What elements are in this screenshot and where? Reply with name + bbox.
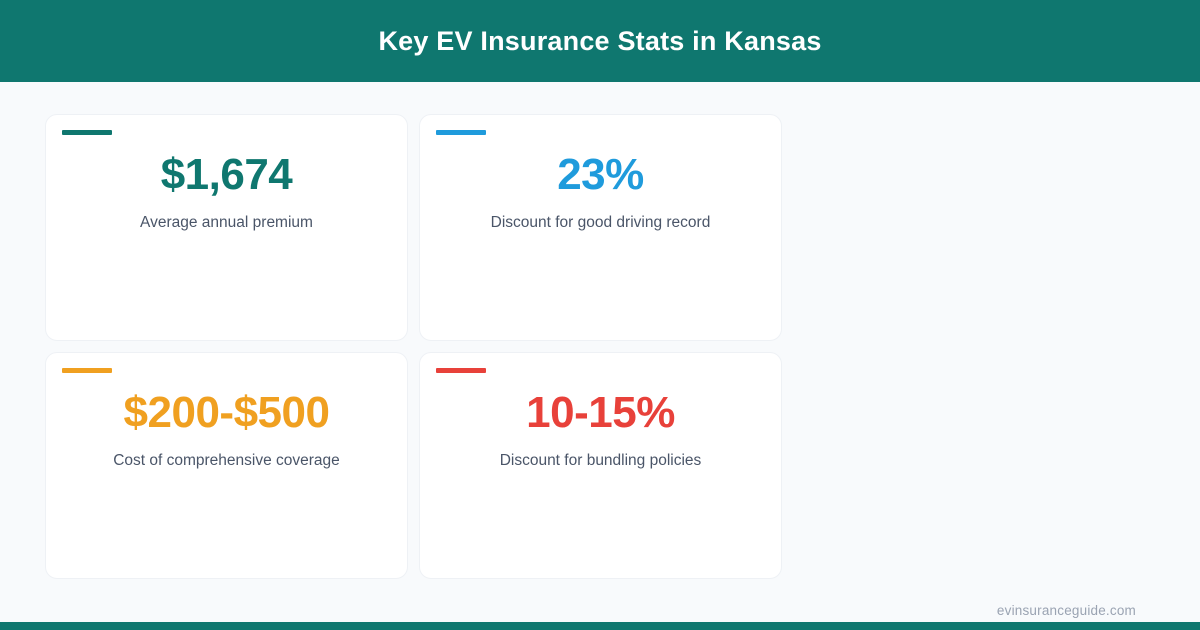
page-header: Key EV Insurance Stats in Kansas [0, 0, 1200, 82]
stat-card: 10-15% Discount for bundling policies [419, 352, 782, 579]
stat-card: $200-$500 Cost of comprehensive coverage [45, 352, 408, 579]
stat-value: 23% [557, 150, 644, 199]
footer-accent-bar [0, 622, 1200, 630]
stat-value: $1,674 [160, 150, 293, 199]
stat-card: 23% Discount for good driving record [419, 114, 782, 341]
accent-bar [62, 130, 112, 135]
stat-card-grid: $1,674 Average annual premium 23% Discou… [0, 82, 1200, 579]
source-attribution: evinsuranceguide.com [996, 603, 1136, 618]
stat-value: 10-15% [526, 388, 675, 437]
stat-value: $200-$500 [123, 388, 330, 437]
accent-bar [62, 368, 112, 373]
stat-label: Cost of comprehensive coverage [113, 452, 340, 470]
stat-label: Average annual premium [140, 214, 313, 232]
page-title: Key EV Insurance Stats in Kansas [378, 25, 822, 56]
stat-label: Discount for good driving record [490, 214, 711, 232]
stat-label: Discount for bundling policies [499, 452, 702, 470]
stat-card: $1,674 Average annual premium [45, 114, 408, 341]
accent-bar [436, 368, 486, 373]
accent-bar [436, 130, 486, 135]
